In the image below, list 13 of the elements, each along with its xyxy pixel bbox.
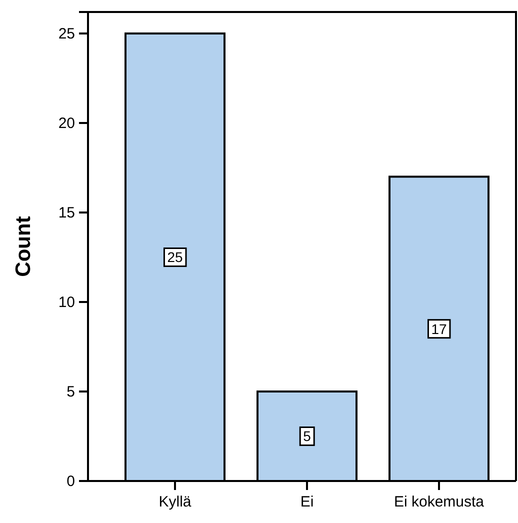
y-tick-label: 0: [66, 472, 75, 490]
data-label: 5: [303, 428, 312, 444]
y-tick-label: 5: [66, 383, 75, 400]
data-label: 25: [167, 249, 183, 266]
y-tick-label: 25: [58, 25, 75, 42]
data-label: 17: [431, 320, 447, 337]
x-tick-label: Ei kokemusta: [394, 494, 485, 511]
y-tick-label: 15: [58, 204, 75, 222]
x-tick-label: Ei: [300, 494, 314, 511]
x-tick-label: Kyllä: [158, 494, 192, 511]
y-tick-label: 10: [58, 294, 75, 311]
y-tick-label: 20: [58, 114, 75, 132]
y-axis-title: Count: [12, 216, 35, 277]
